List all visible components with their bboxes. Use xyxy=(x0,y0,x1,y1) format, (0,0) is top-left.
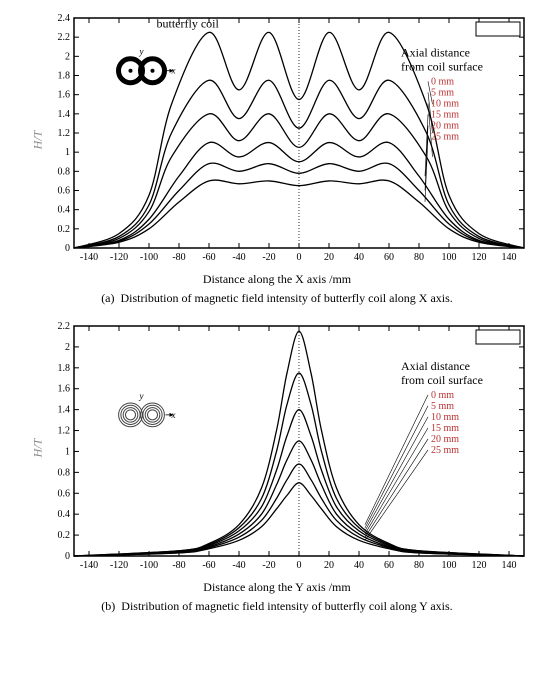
svg-text:100: 100 xyxy=(442,252,457,263)
svg-text:40: 40 xyxy=(354,252,364,263)
svg-text:-120: -120 xyxy=(110,560,128,571)
svg-text:-80: -80 xyxy=(172,252,185,263)
svg-text:-60: -60 xyxy=(202,560,215,571)
svg-text:1.8: 1.8 xyxy=(58,71,71,82)
svg-text:-20: -20 xyxy=(262,252,275,263)
svg-text:0: 0 xyxy=(65,243,70,254)
svg-text:20: 20 xyxy=(324,252,334,263)
svg-text:25 mm: 25 mm xyxy=(431,445,459,456)
svg-text:from coil surface: from coil surface xyxy=(401,373,483,387)
svg-text:from coil surface: from coil surface xyxy=(401,59,483,73)
svg-text:1.4: 1.4 xyxy=(58,405,71,416)
svg-text:1: 1 xyxy=(65,446,70,457)
chart-a-xlabel: Distance along the X axis /mm xyxy=(10,272,544,287)
svg-text:0.2: 0.2 xyxy=(58,530,71,541)
svg-text:butterfly coil: butterfly coil xyxy=(157,17,220,31)
svg-text:20 mm: 20 mm xyxy=(431,434,459,445)
chart-a-plot: -140-120-100-80-60-40-200204060801001201… xyxy=(44,10,534,270)
svg-text:0.8: 0.8 xyxy=(58,467,71,478)
svg-text:2.2: 2.2 xyxy=(58,321,71,332)
svg-text:y: y xyxy=(139,47,144,57)
svg-text:0 mm: 0 mm xyxy=(431,76,454,87)
svg-text:2: 2 xyxy=(65,51,70,62)
svg-text:0: 0 xyxy=(65,551,70,562)
svg-text:60: 60 xyxy=(384,560,394,571)
chart-b-caption: Distribution of magnetic field intensity… xyxy=(121,599,452,613)
svg-text:60: 60 xyxy=(384,252,394,263)
svg-text:1.2: 1.2 xyxy=(58,128,71,139)
svg-text:-100: -100 xyxy=(140,252,158,263)
svg-text:25 mm: 25 mm xyxy=(431,131,459,142)
svg-text:1: 1 xyxy=(65,147,70,158)
svg-text:1.8: 1.8 xyxy=(58,363,71,374)
chart-a: H/T -140-120-100-80-60-40-20020406080100… xyxy=(10,10,544,306)
chart-a-caption: Distribution of magnetic field intensity… xyxy=(121,291,453,305)
svg-text:0 mm: 0 mm xyxy=(431,390,454,401)
svg-text:80: 80 xyxy=(414,252,424,263)
svg-text:80: 80 xyxy=(414,560,424,571)
chart-a-caption-row: (a) Distribution of magnetic field inten… xyxy=(10,291,544,306)
svg-text:2.4: 2.4 xyxy=(58,13,71,24)
chart-b: H/T -140-120-100-80-60-40-20020406080100… xyxy=(10,318,544,614)
svg-text:0.4: 0.4 xyxy=(58,205,71,216)
svg-text:20 mm: 20 mm xyxy=(431,120,459,131)
svg-text:-80: -80 xyxy=(172,560,185,571)
svg-text:-40: -40 xyxy=(232,252,245,263)
svg-text:Axial distance: Axial distance xyxy=(401,359,470,373)
svg-text:-60: -60 xyxy=(202,252,215,263)
svg-text:15 mm: 15 mm xyxy=(431,423,459,434)
svg-text:-140: -140 xyxy=(80,252,98,263)
svg-text:5 mm: 5 mm xyxy=(431,401,454,412)
chart-b-caption-row: (b) Distribution of magnetic field inten… xyxy=(10,599,544,614)
svg-text:0.6: 0.6 xyxy=(58,488,71,499)
chart-b-ylabel: H/T xyxy=(31,439,46,458)
svg-text:y: y xyxy=(139,391,144,401)
svg-text:1.2: 1.2 xyxy=(58,426,71,437)
svg-text:140: 140 xyxy=(502,560,517,571)
svg-text:-140: -140 xyxy=(80,560,98,571)
svg-text:1.6: 1.6 xyxy=(58,90,71,101)
svg-text:2: 2 xyxy=(65,342,70,353)
svg-text:10 mm: 10 mm xyxy=(431,412,459,423)
svg-text:5 mm: 5 mm xyxy=(431,87,454,98)
chart-b-plot: -140-120-100-80-60-40-200204060801001201… xyxy=(44,318,534,578)
chart-a-caption-label: (a) xyxy=(101,291,114,305)
svg-text:120: 120 xyxy=(472,252,487,263)
chart-b-xlabel: Distance along the Y axis /mm xyxy=(10,580,544,595)
svg-text:0.2: 0.2 xyxy=(58,224,71,235)
svg-text:0: 0 xyxy=(297,560,302,571)
svg-text:-20: -20 xyxy=(262,560,275,571)
svg-text:0: 0 xyxy=(297,252,302,263)
svg-text:100: 100 xyxy=(442,560,457,571)
svg-text:0.4: 0.4 xyxy=(58,509,71,520)
svg-text:1.4: 1.4 xyxy=(58,109,71,120)
svg-text:0.6: 0.6 xyxy=(58,186,71,197)
svg-text:120: 120 xyxy=(472,560,487,571)
svg-text:10 mm: 10 mm xyxy=(431,98,459,109)
svg-text:-100: -100 xyxy=(140,560,158,571)
chart-a-ylabel: H/T xyxy=(31,131,46,150)
chart-b-caption-label: (b) xyxy=(101,599,115,613)
svg-text:2.2: 2.2 xyxy=(58,32,71,43)
svg-text:0.8: 0.8 xyxy=(58,166,71,177)
svg-text:-40: -40 xyxy=(232,560,245,571)
svg-text:1.6: 1.6 xyxy=(58,384,71,395)
svg-text:20: 20 xyxy=(324,560,334,571)
svg-text:15 mm: 15 mm xyxy=(431,109,459,120)
svg-text:-120: -120 xyxy=(110,252,128,263)
svg-text:140: 140 xyxy=(502,252,517,263)
svg-text:40: 40 xyxy=(354,560,364,571)
svg-text:Axial distance: Axial distance xyxy=(401,45,470,59)
